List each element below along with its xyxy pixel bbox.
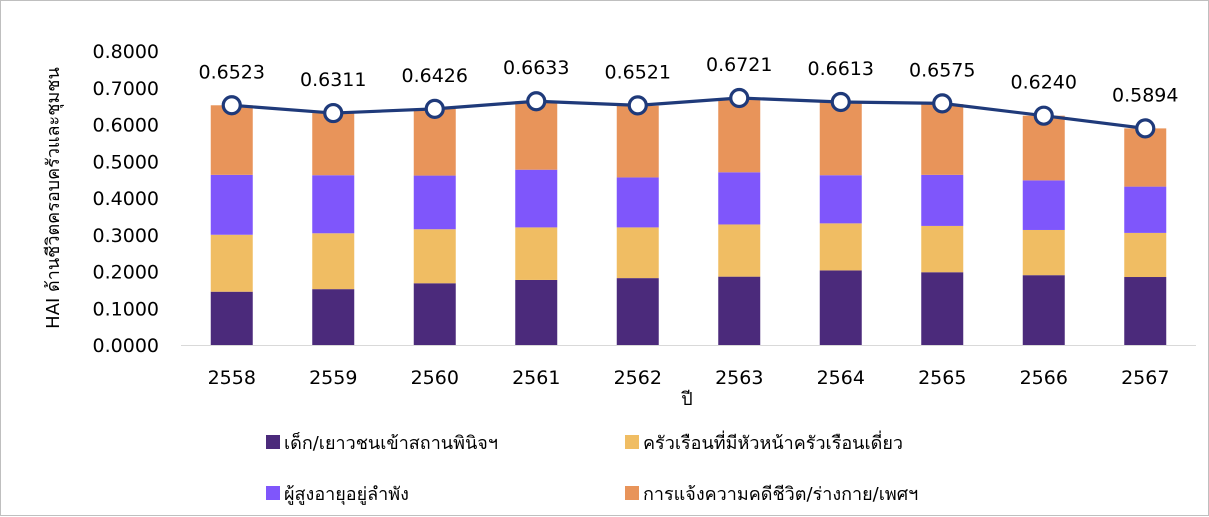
data-labels: 0.6523 0.6311 0.6426 0.6633 0.6521 0.6721 0.66…: [199, 54, 1179, 106]
bar-segment: [1124, 277, 1167, 345]
legend: เด็ก/เยาวชนเข้าสถานพินิจฯ ครัวเรือนที่มีห…: [266, 430, 918, 505]
data-label: 0.6575: [909, 59, 975, 81]
data-label: 0.6240: [1011, 72, 1077, 94]
bar-segment: [515, 227, 558, 280]
bar-segment: [718, 224, 761, 277]
data-label: 0.6523: [199, 61, 265, 83]
x-tick-label: 2564: [817, 367, 865, 389]
y-axis-title: HAI ด้านชีวิตครอบครัวและชุมชน: [43, 67, 64, 329]
data-label: 0.6613: [808, 58, 874, 80]
legend-swatch: [625, 486, 639, 500]
bar-segment: [921, 272, 964, 345]
bar-segment: [1124, 186, 1167, 233]
y-tick-label: 0.1000: [93, 298, 159, 320]
bar-segment: [312, 289, 355, 345]
hai-point: [526, 91, 547, 112]
bar-segment: [921, 174, 964, 226]
hai-point: [424, 98, 445, 119]
y-axis-ticks: 0.0000 0.1000 0.2000 0.3000 0.4000 0.5000 0.60…: [93, 41, 159, 357]
hai-line: [231, 96, 1146, 130]
x-tick-label: 2562: [614, 367, 662, 389]
x-axis-title: ปี: [681, 389, 693, 410]
bar-segment: [210, 234, 253, 292]
data-label: 0.6426: [402, 65, 468, 87]
data-label: 0.6633: [503, 57, 569, 79]
y-tick-label: 0.6000: [93, 115, 159, 137]
legend-label: การแจ้งความคดีชีวิต/ร่างกาย/เพศฯ: [643, 484, 918, 505]
legend-swatch: [625, 435, 639, 449]
bar-segment: [1022, 180, 1065, 230]
bar-segment: [819, 175, 862, 224]
x-tick-label: 2561: [512, 367, 560, 389]
bar-segment: [413, 108, 456, 176]
bar-segment: [718, 172, 761, 225]
bar-segment: [210, 291, 253, 345]
x-tick-label: 2558: [208, 367, 256, 389]
hai-line-group: [221, 87, 1156, 139]
bar-segment: [1022, 229, 1065, 276]
data-label: 0.6521: [605, 61, 671, 83]
bar-segment: [312, 175, 355, 234]
bar-segment: [616, 227, 659, 279]
y-tick-label: 0.5000: [93, 151, 159, 173]
bar-segment: [515, 101, 558, 170]
legend-label: ครัวเรือนที่มีหัวหน้าครัวเรือนเดี่ยว: [643, 430, 903, 454]
bar-segment: [210, 105, 253, 175]
y-tick-label: 0.4000: [93, 188, 159, 210]
bar-segment: [312, 113, 355, 176]
legend-swatch: [266, 486, 280, 500]
y-tick-label: 0.8000: [93, 41, 159, 63]
bar-segment: [312, 233, 355, 290]
bar-segment: [819, 101, 862, 176]
hai-point: [627, 95, 648, 116]
hai-point: [830, 91, 851, 113]
x-tick-label: 2563: [715, 367, 763, 389]
bar-segment: [413, 229, 456, 284]
legend-swatch: [266, 435, 280, 449]
x-tick-label: 2565: [918, 367, 966, 389]
data-label: 0.6311: [300, 69, 366, 91]
bar-segment: [921, 104, 964, 175]
bar-segment: [1124, 232, 1167, 278]
hai-point: [729, 87, 750, 109]
bar-segment: [413, 283, 456, 345]
hai-point: [1135, 118, 1156, 139]
hai-point: [932, 93, 953, 114]
legend-label: เด็ก/เยาวชนเข้าสถานพินิจฯ: [284, 431, 498, 454]
hai-point: [1033, 105, 1054, 126]
bar-segment: [616, 177, 659, 228]
data-label: 0.6721: [706, 54, 772, 76]
hai-point: [221, 95, 242, 116]
bar-segment: [1022, 275, 1065, 345]
bar-segment: [413, 175, 456, 230]
y-tick-label: 0.7000: [93, 78, 159, 100]
x-tick-label: 2559: [309, 367, 357, 389]
bar-segment: [718, 276, 761, 345]
x-tick-label: 2567: [1121, 367, 1169, 389]
y-tick-label: 0.2000: [93, 262, 159, 284]
bar-segment: [819, 223, 862, 271]
bar-segment: [1022, 115, 1065, 181]
y-tick-label: 0.3000: [93, 225, 159, 247]
bar-segment: [515, 279, 558, 345]
bar-segment: [616, 278, 659, 345]
x-tick-label: 2566: [1020, 367, 1068, 389]
bar-segment: [718, 98, 761, 173]
bar-segment: [210, 174, 253, 235]
y-tick-label: 0.0000: [93, 335, 159, 357]
bar-segment: [921, 225, 964, 273]
bar-segment: [515, 169, 558, 228]
bars-group: [210, 98, 1167, 345]
x-axis-ticks: 2558 2559 2560 2561 2562 2563 2564 2565 2566 2567: [208, 367, 1170, 389]
bar-segment: [616, 105, 659, 178]
bar-segment: [819, 270, 862, 345]
legend-label: ผู้สูงอายุอยู่ลำพัง: [284, 484, 409, 505]
x-tick-label: 2560: [411, 367, 459, 389]
hai-point: [323, 102, 344, 124]
data-label: 0.5894: [1112, 84, 1178, 106]
